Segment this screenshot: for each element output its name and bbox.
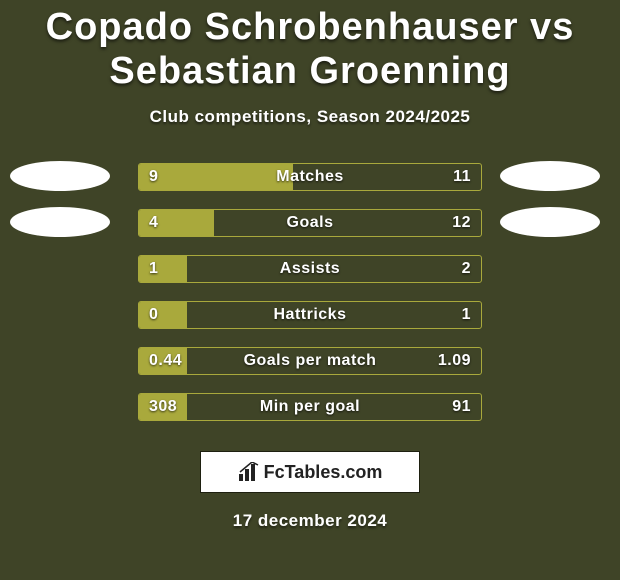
stat-row: 911Matches (0, 157, 620, 203)
stat-bar: 0.441.09Goals per match (138, 347, 482, 375)
stat-label: Matches (139, 164, 481, 190)
stat-bar: 12Assists (138, 255, 482, 283)
stat-row: 30891Min per goal (0, 387, 620, 433)
season-subtitle: Club competitions, Season 2024/2025 (0, 107, 620, 127)
stat-label: Assists (139, 256, 481, 282)
stat-row: 12Assists (0, 249, 620, 295)
stat-bar: 01Hattricks (138, 301, 482, 329)
brand-text: FcTables.com (264, 462, 383, 483)
stat-bar: 412Goals (138, 209, 482, 237)
stat-bar: 30891Min per goal (138, 393, 482, 421)
date-text: 17 december 2024 (0, 511, 620, 531)
stat-label: Hattricks (139, 302, 481, 328)
stat-row: 01Hattricks (0, 295, 620, 341)
player-photo-right (500, 161, 600, 191)
chart-icon (238, 462, 260, 482)
stat-label: Goals per match (139, 348, 481, 374)
comparison-title: Copado Schrobenhauser vs Sebastian Groen… (0, 0, 620, 93)
stat-row: 0.441.09Goals per match (0, 341, 620, 387)
stat-bar: 911Matches (138, 163, 482, 191)
stat-row: 412Goals (0, 203, 620, 249)
stat-label: Goals (139, 210, 481, 236)
player-photo-left (10, 207, 110, 237)
stats-container: 911Matches 412Goals 12Assists 01Hattricks 0.… (0, 157, 620, 433)
brand-box: FcTables.com (200, 451, 420, 493)
player-photo-left (10, 161, 110, 191)
player-photo-right (500, 207, 600, 237)
stat-label: Min per goal (139, 394, 481, 420)
